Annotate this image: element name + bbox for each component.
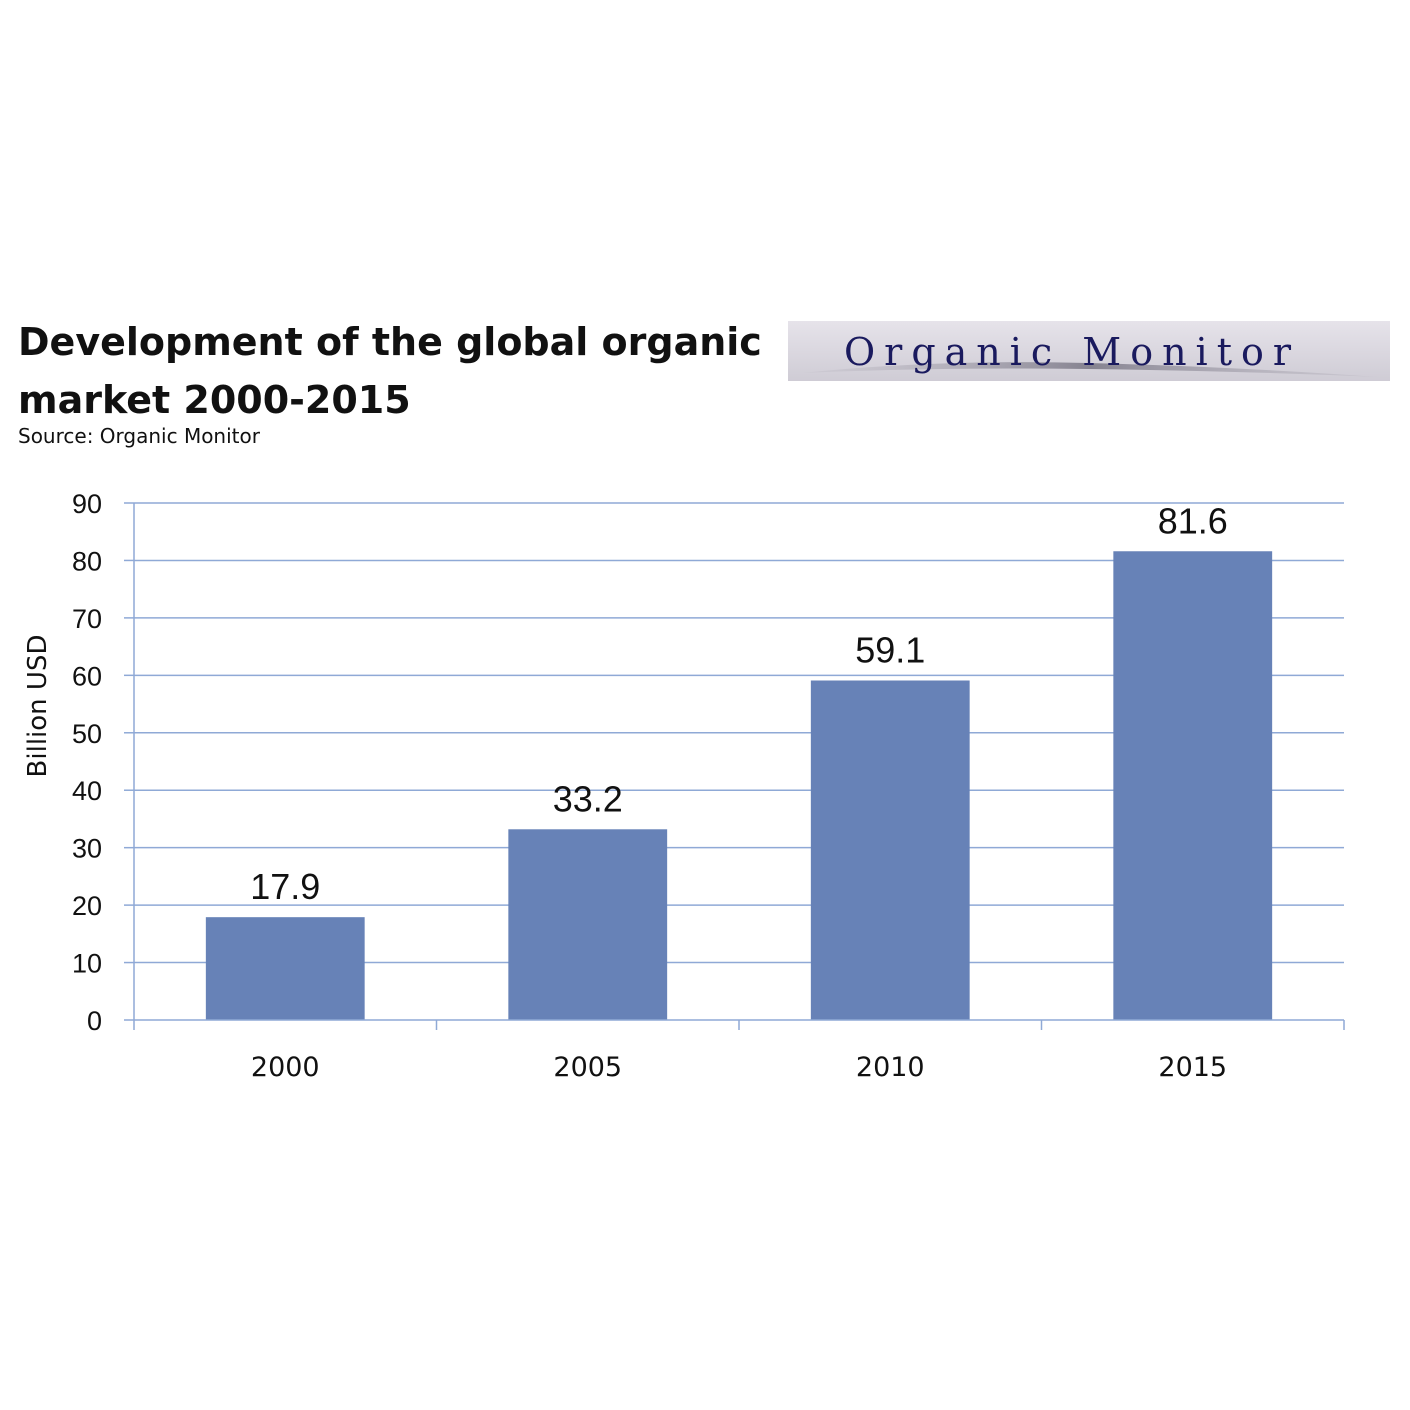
x-category-label: 2015 [1158, 1052, 1227, 1083]
y-tick-label: 0 [87, 1006, 102, 1036]
bar [508, 829, 668, 1020]
y-tick-label: 70 [72, 604, 102, 634]
y-axis-title: Billion USD [23, 635, 53, 778]
logo-background [788, 321, 1390, 381]
y-tick-label: 50 [72, 719, 102, 749]
chart-title: Development of the global organic market… [18, 320, 762, 422]
data-label: 33.2 [553, 778, 623, 819]
logo-text: Organic Monitor [844, 330, 1300, 374]
bar [1113, 551, 1273, 1020]
y-tick-label: 80 [72, 546, 102, 576]
logo-swoosh [802, 362, 1378, 377]
bar [810, 680, 970, 1020]
y-tick-label: 10 [72, 949, 102, 979]
organic-monitor-logo: Organic Monitor [788, 321, 1390, 381]
data-label: 59.1 [855, 630, 925, 671]
y-tick-label: 40 [72, 776, 102, 806]
bars [205, 551, 1273, 1020]
y-tick-label: 60 [72, 661, 102, 691]
labels: 0 10 20 30 40 50 60 70 80 90 17.9 2000 33.2 2005 59.1 2… [72, 489, 1228, 1083]
data-label: 81.6 [1158, 500, 1228, 541]
axes [124, 502, 1345, 1030]
x-category-label: 2010 [856, 1052, 925, 1083]
x-category-label: 2005 [553, 1052, 622, 1083]
y-tick-label: 20 [72, 891, 102, 921]
y-tick-label: 90 [72, 489, 102, 519]
bar [205, 917, 365, 1020]
y-tick-label: 30 [72, 834, 102, 864]
x-category-label: 2000 [251, 1052, 320, 1083]
source-note: Source: Organic Monitor [18, 424, 260, 448]
data-label: 17.9 [250, 866, 320, 907]
